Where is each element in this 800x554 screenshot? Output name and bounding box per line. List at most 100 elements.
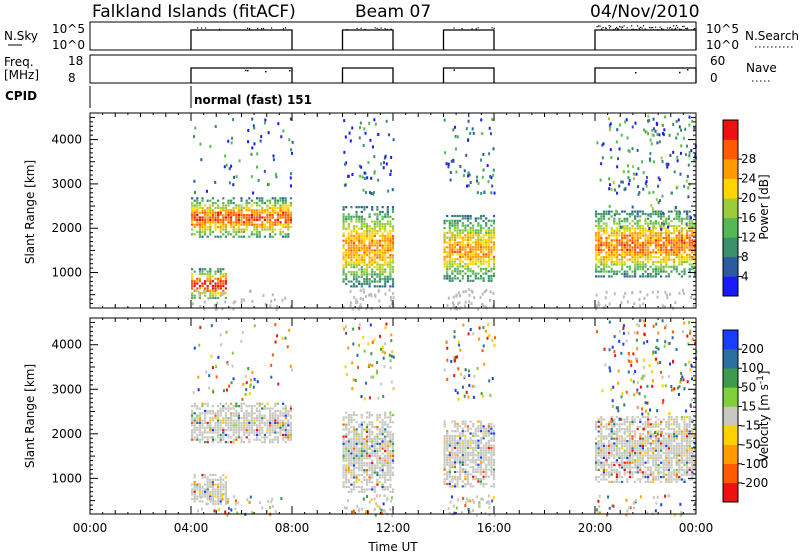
echo-cell — [378, 466, 382, 469]
echo-cell — [201, 218, 204, 222]
echo-cell — [456, 444, 459, 447]
echo-cell — [196, 280, 199, 283]
echo-cell — [250, 419, 253, 422]
echo-cell — [389, 442, 392, 445]
nsky-dot — [686, 27, 688, 30]
echo-cell — [232, 197, 235, 200]
echo-cell — [378, 256, 382, 259]
echo-cell — [360, 433, 363, 436]
echo-cell — [652, 133, 655, 137]
echo-cell — [347, 485, 350, 489]
echo-cell — [477, 241, 480, 244]
echo-cell — [193, 485, 196, 489]
echo-cell — [290, 184, 293, 188]
nsky-dot — [622, 26, 624, 28]
echo-cell — [472, 439, 475, 442]
echo-cell — [472, 255, 475, 258]
echo-cell — [373, 273, 376, 276]
echo-cell — [376, 254, 379, 257]
echo-cell — [474, 243, 477, 246]
echo-cell — [600, 440, 603, 443]
echo-cell — [464, 470, 467, 474]
echo-cell — [610, 263, 613, 266]
echo-cell — [492, 461, 496, 464]
echo-cell — [360, 485, 363, 489]
echo-cell — [647, 440, 650, 443]
echo-cell — [245, 409, 248, 413]
echo-cell — [274, 218, 277, 222]
echo-cell — [289, 221, 292, 224]
echo-cell — [251, 299, 254, 303]
echo-cell — [381, 433, 384, 436]
echo-cell — [386, 449, 389, 453]
colorbar-tick-label: 20 — [741, 191, 756, 205]
echo-cell — [384, 222, 387, 226]
echo-cell — [644, 420, 647, 423]
echo-cell — [479, 470, 483, 474]
echo-cell — [487, 229, 490, 232]
echo-cell — [463, 304, 466, 308]
echo-cell — [237, 424, 240, 427]
echo-cell — [464, 463, 467, 466]
echo-cell — [654, 234, 657, 237]
echo-cell — [602, 265, 605, 268]
echo-cell — [453, 277, 457, 280]
echo-cell — [487, 442, 490, 445]
echo-cell — [345, 485, 348, 489]
echo-cell — [464, 437, 467, 440]
echo-cell — [355, 261, 358, 264]
echo-cell — [490, 270, 493, 273]
echo-cell — [224, 424, 227, 427]
echo-cell — [240, 402, 243, 405]
echo-cell — [595, 275, 598, 278]
colorbar-tick-label: 28 — [741, 152, 756, 166]
echo-cell — [284, 426, 287, 429]
echo-cell — [209, 209, 212, 212]
echo-cell — [626, 442, 629, 445]
echo-cell — [371, 242, 374, 245]
echo-cell — [206, 441, 209, 444]
echo-cell — [490, 422, 493, 426]
echo-cell — [274, 426, 277, 429]
echo-cell — [282, 419, 285, 422]
echo-cell — [227, 199, 230, 202]
echo-cell — [224, 481, 227, 484]
echo-cell — [595, 442, 598, 445]
echo-cell — [490, 458, 493, 462]
echo-cell — [636, 263, 639, 266]
echo-cell — [209, 493, 212, 496]
echo-cell — [198, 495, 201, 498]
echo-cell — [235, 233, 238, 236]
echo-cell — [384, 261, 387, 264]
echo-cell — [235, 431, 238, 434]
echo-cell — [363, 421, 366, 424]
echo-cell — [647, 416, 650, 419]
echo-cell — [269, 221, 272, 224]
echo-cell — [269, 412, 272, 415]
echo-cell — [658, 140, 661, 144]
echo-cell — [628, 473, 631, 476]
echo-cell — [469, 181, 472, 185]
echo-cell — [381, 488, 384, 491]
echo-cell — [631, 420, 634, 423]
echo-cell — [201, 206, 204, 210]
echo-cell — [461, 241, 464, 244]
echo-cell — [451, 442, 454, 445]
echo-cell — [191, 275, 194, 278]
echo-cell — [623, 456, 626, 459]
echo-cell — [490, 238, 493, 242]
echo-cell — [466, 267, 470, 270]
echo-cell — [683, 268, 686, 271]
echo-cell — [237, 228, 240, 231]
echo-cell — [647, 217, 650, 220]
echo-cell — [459, 449, 462, 452]
echo-cell — [391, 302, 394, 306]
echo-cell — [641, 416, 644, 419]
echo-cell — [219, 402, 222, 405]
echo-cell — [274, 417, 277, 420]
echo-cell — [641, 461, 644, 464]
echo-cell — [451, 238, 454, 242]
echo-cell — [284, 211, 287, 214]
echo-cell — [482, 241, 485, 244]
echo-cell — [652, 260, 655, 264]
